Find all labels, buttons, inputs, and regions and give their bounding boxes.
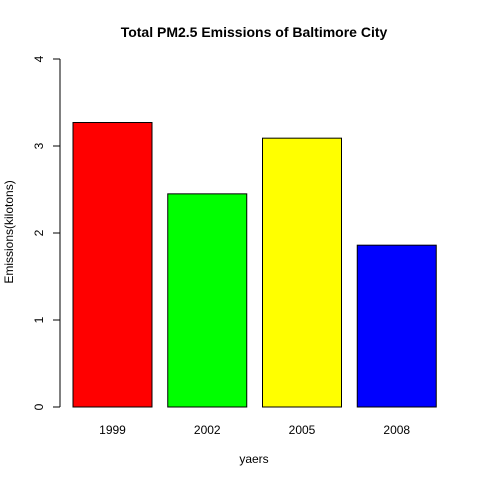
bar-2008 [356, 244, 437, 408]
y-tick-label-3: 3 [32, 142, 46, 149]
y-tick-label-2: 2 [32, 229, 46, 236]
bar-2005 [262, 137, 342, 408]
bars-group [72, 122, 437, 408]
chart-title: Total PM2.5 Emissions of Baltimore City [121, 24, 388, 40]
bar-1999 [72, 122, 153, 408]
y-tick-label-0: 0 [32, 403, 46, 410]
y-axis: 0 1 2 3 4 [32, 55, 61, 410]
x-tick-label-2008: 2008 [383, 423, 410, 437]
x-tick-label-2005: 2005 [289, 423, 316, 437]
bar-2002 [167, 193, 248, 408]
x-axis-tick-labels: 1999 2002 2005 2008 [99, 423, 410, 437]
y-tick-label-4: 4 [32, 55, 46, 62]
x-tick-label-1999: 1999 [99, 423, 126, 437]
x-tick-label-2002: 2002 [194, 423, 221, 437]
y-tick-label-1: 1 [32, 316, 46, 323]
y-axis-label: Emissions(kilotons) [2, 180, 16, 283]
x-axis-label: yaers [239, 452, 268, 466]
